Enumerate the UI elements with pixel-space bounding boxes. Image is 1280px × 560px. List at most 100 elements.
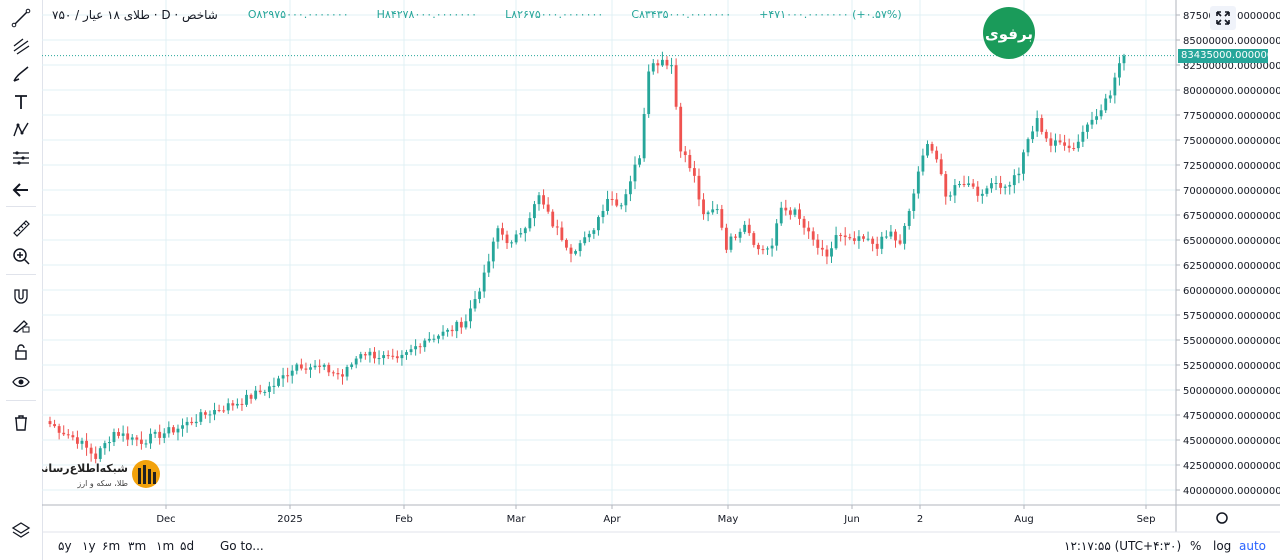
candle-body [107, 442, 111, 444]
goto-button[interactable]: Go to... [220, 539, 264, 553]
candle-body [894, 231, 897, 241]
candle-body [994, 182, 998, 184]
y-tick-label: 55000000.0000000 [1183, 336, 1280, 347]
candle-body [158, 431, 162, 438]
ruler-tool[interactable] [8, 216, 34, 240]
text-tool[interactable] [8, 90, 34, 114]
candle-body [48, 421, 52, 425]
pattern-tool[interactable] [8, 118, 34, 142]
trend-line-tool[interactable] [8, 6, 34, 30]
percent-toggle[interactable]: % [1190, 539, 1202, 553]
candle-body [368, 351, 372, 356]
back-arrow-tool[interactable] [8, 178, 34, 202]
candle-body [788, 210, 792, 215]
candle-body [555, 226, 559, 228]
candle-body [683, 151, 687, 156]
candle-body [304, 368, 308, 370]
pattern-icon [13, 122, 29, 137]
candle-body [482, 272, 486, 292]
symbol-title[interactable]: طلای ۱۸ عیار / ۷۵۰ · D · شاخص [52, 8, 218, 22]
candle-body [743, 224, 747, 232]
range-1m[interactable]: ۱m [156, 539, 175, 553]
candle-body [962, 183, 966, 186]
candle-body [267, 386, 271, 392]
candle-body [290, 370, 294, 376]
candle-body [889, 231, 893, 237]
trash-tool[interactable] [8, 410, 34, 434]
candle-body [1090, 119, 1094, 125]
candle-body [286, 375, 290, 377]
symbol-name: طلای ۱۸ عیار / ۷۵۰ [52, 8, 150, 22]
candle-body [199, 412, 203, 422]
candle-body [583, 237, 587, 244]
range-1y[interactable]: ۱y [82, 539, 96, 553]
candle-body [478, 291, 482, 300]
lock-draw-tool[interactable] [8, 312, 34, 336]
clock-display[interactable]: ۱۲:۱۷:۵۵ (UTC+۴:۳۰) [1064, 539, 1182, 553]
candle-body [299, 364, 303, 369]
candle-body [647, 71, 651, 115]
auto-toggle[interactable]: auto [1239, 539, 1267, 553]
brush-tool[interactable] [8, 62, 34, 86]
range-5d[interactable]: ۵d [180, 539, 195, 553]
candle-body [217, 410, 221, 412]
fib-tool[interactable] [8, 34, 34, 58]
candle-body [569, 247, 573, 254]
candle-body [318, 365, 322, 367]
layers-tool[interactable] [8, 518, 34, 542]
candle-body [898, 240, 902, 244]
candle-body [523, 228, 527, 234]
y-tick-label: 80000000.0000000 [1183, 86, 1280, 97]
candle-body [1022, 152, 1025, 174]
x-tick-label: Aug [1014, 514, 1034, 525]
candle-body [816, 239, 820, 248]
candle-body [117, 432, 120, 436]
magnet-tool[interactable] [8, 284, 34, 308]
y-tick-label: 50000000.0000000 [1183, 386, 1280, 397]
candle-body [1031, 131, 1035, 140]
candle-body [793, 209, 797, 215]
eye-tool[interactable] [8, 370, 34, 394]
price-chart[interactable]: 87500000.000000085000000.000000082500000… [42, 0, 1280, 560]
x-tick-label: 2025 [277, 514, 302, 525]
candle-body [560, 227, 564, 240]
candle-body [720, 209, 724, 228]
zoom-tool[interactable] [8, 244, 34, 268]
log-toggle[interactable]: log [1213, 539, 1232, 553]
expand-icon [1216, 11, 1230, 25]
candle-body [1104, 98, 1108, 111]
candle-body [775, 223, 779, 246]
brand-logo-bottom: شبکه‌اطلاع‌رسانی طلا، سکه و ارز [33, 458, 162, 492]
candle-body [80, 440, 84, 444]
candle-body [459, 321, 463, 328]
range-6m[interactable]: ۶m [102, 539, 121, 553]
candle-body [231, 403, 235, 406]
candle-body [185, 421, 189, 426]
candle-body [880, 236, 884, 249]
candle-body [149, 433, 152, 444]
candle-body [1017, 173, 1021, 176]
candle-body [1113, 77, 1117, 96]
candle-body [295, 364, 299, 371]
candle-body [309, 367, 312, 370]
candle-body [446, 329, 450, 332]
lock-tool[interactable] [8, 340, 34, 364]
measure-lines-tool[interactable] [8, 146, 34, 170]
fullscreen-button[interactable] [1210, 6, 1236, 30]
x-tick-label: Apr [603, 514, 621, 525]
range-5y[interactable]: ۵y [58, 539, 72, 553]
measure-lines-icon [13, 151, 29, 165]
candle-body [638, 158, 641, 165]
candle-body [948, 195, 952, 197]
settings-gear-icon[interactable] [1216, 512, 1228, 524]
candle-body [98, 448, 102, 459]
candle-body [980, 193, 984, 196]
candle-body [386, 355, 390, 357]
candle-body [249, 394, 253, 399]
candle-body [597, 217, 600, 231]
y-tick-label: 57500000.0000000 [1183, 311, 1280, 322]
candle-body [263, 391, 267, 393]
range-3m[interactable]: ۳m [128, 539, 147, 553]
candle-body [971, 183, 975, 187]
toolbar-divider [6, 400, 36, 401]
